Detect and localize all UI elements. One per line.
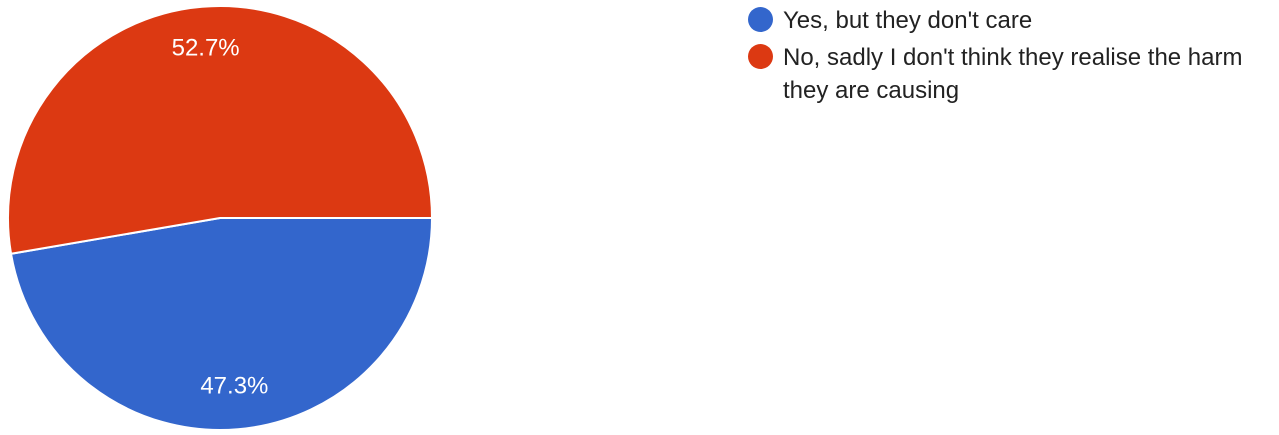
legend: Yes, but they don't care No, sadly I don… — [748, 4, 1268, 111]
slice-label-yes: 47.3% — [200, 372, 268, 399]
legend-swatch-no — [748, 44, 773, 69]
pie-chart: 47.3% 52.7% — [7, 5, 434, 431]
legend-item-yes[interactable]: Yes, but they don't care — [748, 4, 1268, 37]
legend-label-yes: Yes, but they don't care — [783, 7, 1033, 34]
legend-swatch-yes — [748, 7, 773, 32]
slice-label-no: 52.7% — [172, 34, 240, 61]
legend-label-no: No, sadly I don't think they realise the… — [783, 44, 1243, 104]
legend-item-no[interactable]: No, sadly I don't think they realise the… — [748, 41, 1268, 107]
pie-slice-no[interactable] — [7, 5, 434, 255]
pie-slice-yes[interactable] — [9, 217, 434, 431]
